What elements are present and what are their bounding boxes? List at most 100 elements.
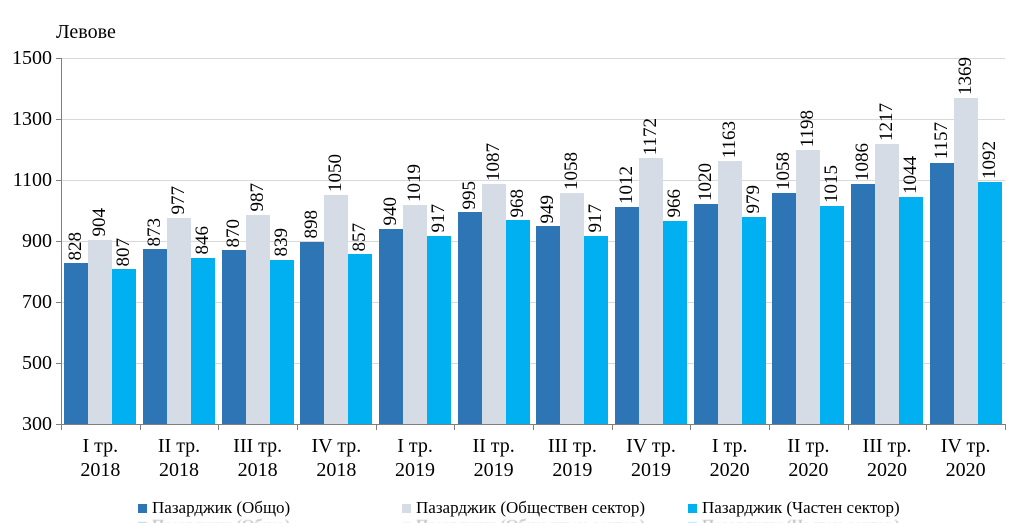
bar [820, 205, 845, 424]
bar-value-label: 1019 [404, 163, 425, 202]
bar [977, 182, 1002, 424]
legend-label: Пазарджик (Общо) [152, 498, 291, 517]
x-axis-label-year: 2019 [552, 459, 593, 481]
x-axis-label-quarter: I тр. [397, 435, 433, 457]
legend-item: Пазарджик (Обществен сектор) [402, 498, 645, 518]
x-axis-label-year: 2018 [159, 459, 200, 481]
x-axis-label: IV тр. 2019 [612, 434, 691, 482]
y-axis-label: 1100 [12, 169, 52, 191]
y-axis-tick [56, 241, 61, 242]
bar-value-label: 1087 [482, 143, 504, 181]
bar-value-label: 857 [349, 222, 371, 252]
x-axis-tick [454, 424, 456, 430]
legend-marker-icon [688, 503, 697, 513]
bar-value-label: 1050 [325, 154, 347, 193]
legend-label: Пазарджик (Общо) [152, 516, 290, 523]
x-axis-tick [297, 424, 298, 430]
x-axis-label-quarter: II тр. [472, 435, 515, 457]
legend-label: Пазарджик (Частен сектор) [702, 498, 900, 517]
bar [300, 241, 325, 424]
x-axis-label-year: 2020 [945, 459, 986, 481]
y-axis-tick [56, 58, 61, 59]
x-axis-label-year: 2018 [80, 459, 121, 481]
bar-value-label: 846 [192, 226, 213, 255]
y-axis-label: 1300 [12, 108, 52, 130]
y-axis-line [61, 58, 62, 429]
bar [167, 217, 191, 424]
legend-marker-icon [138, 521, 147, 523]
bar [953, 98, 978, 424]
x-axis-label-quarter: II тр. [787, 435, 830, 457]
x-axis-label: III тр. 2019 [533, 434, 612, 482]
bar [639, 158, 663, 424]
y-axis-tick [56, 424, 61, 425]
bar-value-label: 1058 [773, 151, 795, 190]
x-axis-tick [690, 424, 692, 430]
legend-item: Пазарджик (Частен сектор) [688, 516, 900, 523]
bar [427, 235, 451, 424]
bar-value-label: 968 [506, 188, 528, 218]
y-axis-tick [56, 180, 61, 181]
bar [245, 214, 270, 424]
bar-value-label: 977 [168, 186, 189, 215]
bar [899, 197, 923, 424]
legend-item: Пазарджик (Общо) [138, 498, 290, 518]
y-axis-label: 300 [22, 413, 52, 435]
bar [403, 204, 427, 424]
bar-value-label: 1163 [718, 120, 740, 158]
bar [88, 239, 113, 424]
x-axis-tick [139, 424, 141, 430]
x-axis-label-year: 2020 [709, 459, 750, 481]
x-axis-label-quarter: IV тр. [626, 435, 676, 457]
bar [584, 235, 609, 424]
bar [64, 263, 89, 424]
x-axis-label-year: 2018 [316, 459, 357, 481]
x-axis-label-year: 2020 [788, 459, 829, 481]
legend-item: Пазарджик (Общо) [138, 516, 290, 523]
bar [851, 184, 875, 424]
bar [693, 204, 718, 424]
y-axis-tick [56, 119, 61, 120]
x-axis-label: I тр. 2019 [376, 434, 455, 482]
gridline [62, 363, 1005, 364]
gridline [62, 180, 1005, 181]
bar [929, 162, 954, 424]
x-axis-label: III тр. 2020 [848, 434, 927, 482]
bar [875, 144, 899, 424]
legend-marker-icon [138, 503, 147, 513]
gridline [62, 119, 1005, 120]
x-axis-label-quarter: III тр. [862, 435, 912, 457]
bar [191, 257, 215, 424]
x-axis-label-year: 2019 [473, 459, 514, 481]
y-axis-label: 900 [22, 230, 52, 252]
y-axis-tick [56, 363, 61, 364]
legend-item: Пазарджик (Частен сектор) [688, 498, 900, 518]
bar [348, 254, 373, 424]
bar [481, 184, 506, 424]
x-axis-label-quarter: IV тр. [311, 435, 362, 457]
bar-value-label: 917 [428, 204, 449, 233]
x-axis-tick [847, 424, 849, 430]
bar-value-label: 904 [89, 208, 111, 237]
y-axis-tick [56, 302, 61, 303]
bar-value-label: 898 [301, 210, 323, 239]
bar-value-label: 1172 [640, 117, 661, 155]
x-axis-label: II тр. 2020 [769, 434, 848, 482]
bar-value-label: 870 [222, 218, 244, 248]
x-axis-label-quarter: I тр. [711, 435, 748, 457]
x-axis-label: II тр. 2018 [140, 434, 219, 482]
bar-value-label: 979 [742, 185, 764, 214]
bar-value-label: 807 [113, 237, 135, 267]
gridline [62, 241, 1005, 242]
y-axis-unit-title: Левове [56, 21, 116, 43]
x-axis-label-year: 2020 [867, 459, 908, 481]
bar-value-label: 1198 [797, 109, 819, 148]
legend-label: Пазарджик (Частен сектор) [702, 516, 900, 523]
x-axis-tick [375, 424, 377, 430]
bar-value-label: 949 [537, 194, 559, 224]
bar-value-label: 1015 [821, 164, 843, 203]
bar-value-label: 1020 [694, 163, 716, 202]
x-axis-label-year: 2019 [631, 459, 672, 481]
y-axis-label: 500 [22, 352, 52, 374]
